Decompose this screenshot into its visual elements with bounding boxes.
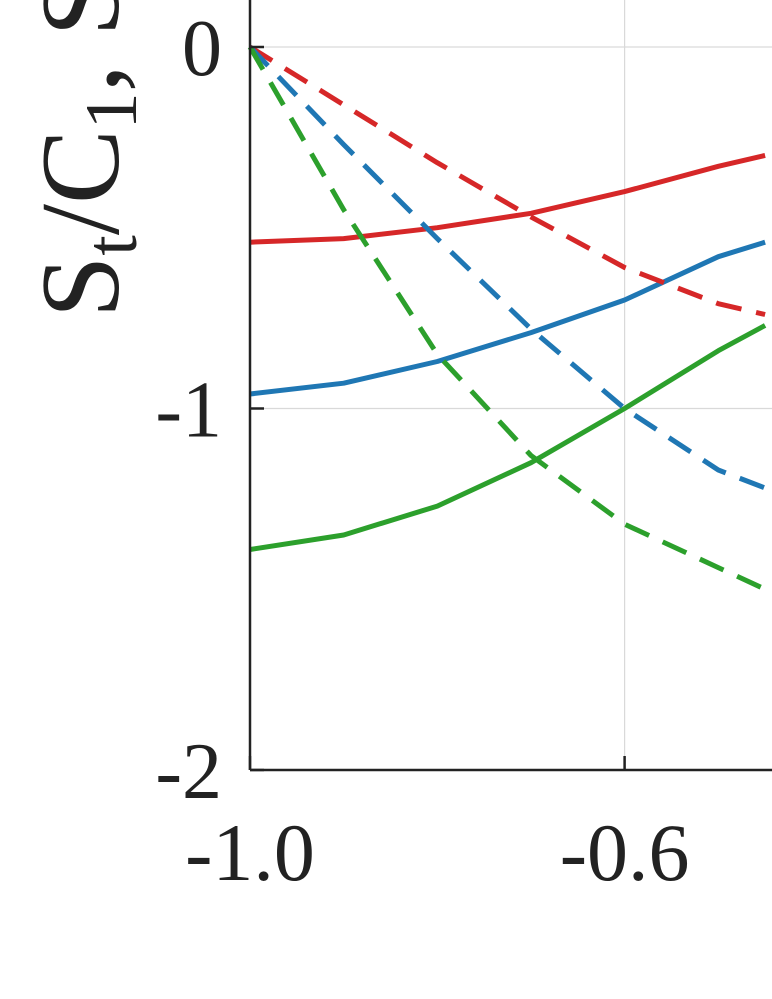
series-line-0 xyxy=(249,152,766,245)
axes xyxy=(248,0,772,772)
series-line-4 xyxy=(248,45,766,491)
series-line-5 xyxy=(247,45,767,592)
x-tick-label-1: -0.6 xyxy=(560,807,690,898)
y-ticks: 0 -1 -2 xyxy=(155,5,264,816)
y-tick-label-2: -2 xyxy=(155,728,222,816)
ylabel-line1: S xyxy=(19,256,143,318)
y-tick-label-1: -1 xyxy=(155,366,222,454)
series-line-3 xyxy=(248,44,766,317)
series-line-2 xyxy=(249,323,767,552)
x-tick-label-0: -1.0 xyxy=(185,807,315,898)
y-tick-label-0: 0 xyxy=(182,5,222,93)
series-lines xyxy=(247,44,767,592)
svg-text:St/C1, S: St/C1, S xyxy=(19,0,153,318)
x-ticks: -1.0 -0.6 xyxy=(185,756,690,898)
y-axis-label: St/C1, S xyxy=(19,0,153,318)
ylabel-line1-sub: t xyxy=(71,235,153,256)
grid-lines xyxy=(250,0,772,770)
ylabel-sep: /C xyxy=(19,129,143,235)
ylabel-tail: , S xyxy=(19,0,143,92)
ylabel-sep-sub: 1 xyxy=(71,92,153,129)
series-line-1 xyxy=(249,239,766,397)
